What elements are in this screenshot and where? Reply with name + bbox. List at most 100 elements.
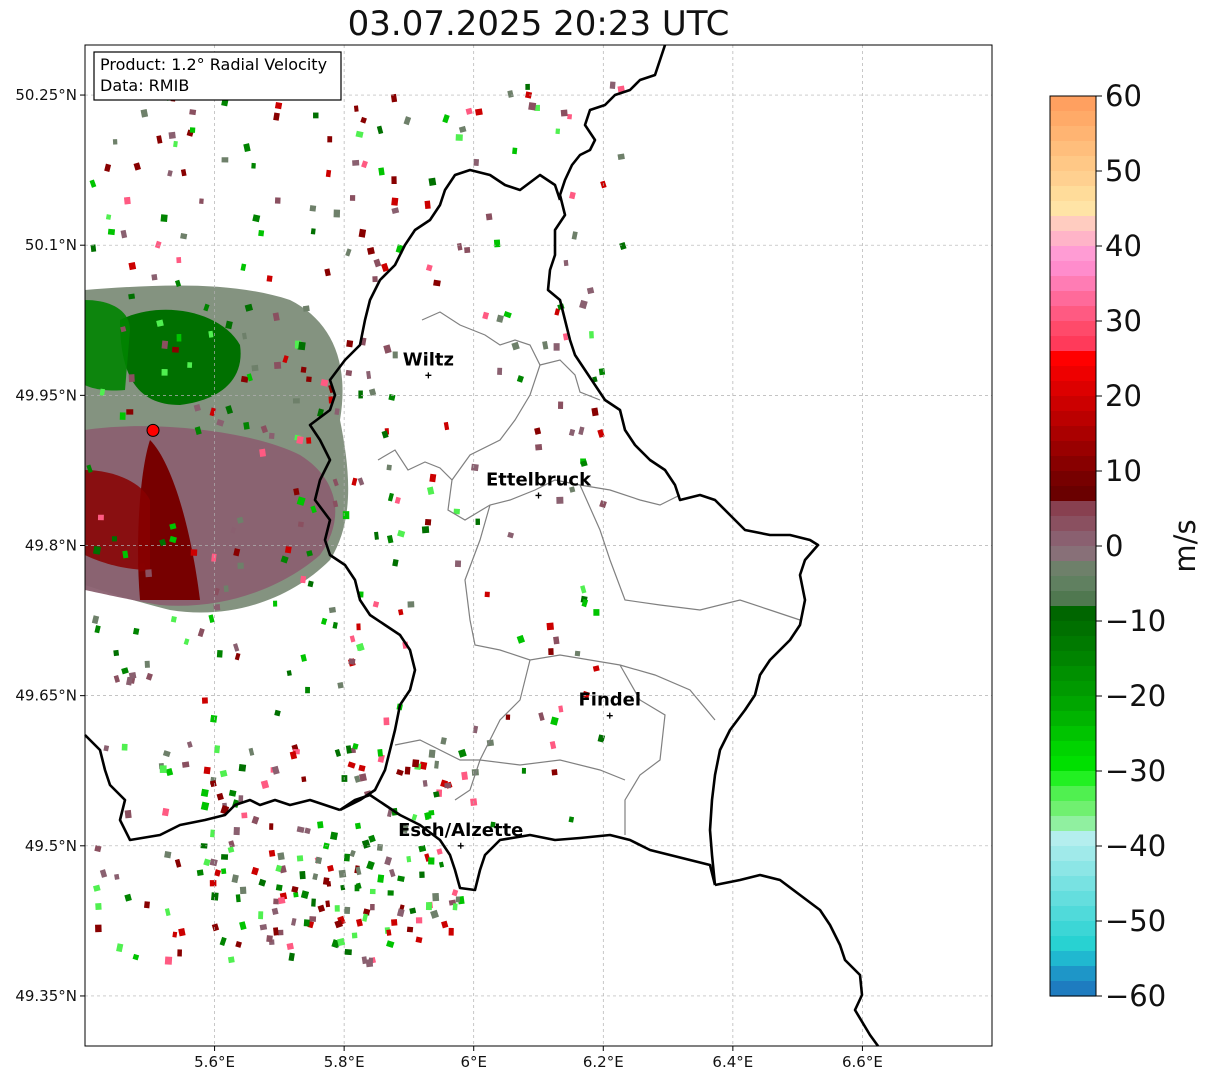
echo-pixel — [542, 340, 549, 350]
echo-pixel — [424, 200, 431, 210]
colorbar-cell — [1050, 981, 1096, 997]
lat-label: 49.35°N — [15, 987, 77, 1005]
colorbar-tick-label: 60 — [1105, 79, 1142, 113]
echo-pixel — [159, 538, 167, 547]
echo-pixel — [560, 109, 568, 117]
echo-pixel — [428, 177, 437, 186]
echo-pixel — [293, 891, 299, 898]
echo-pixel — [315, 856, 323, 865]
colorbar-cell — [1050, 96, 1096, 112]
colorbar-cell — [1050, 681, 1096, 697]
echo-pixel — [362, 908, 371, 916]
echo-pixel — [344, 949, 352, 956]
echo-pixel — [419, 871, 425, 878]
echo-pixel — [465, 107, 473, 115]
echo-pixel — [273, 898, 279, 905]
colorbar-cell — [1050, 621, 1096, 637]
echo-pixel — [128, 374, 135, 383]
echo-pixel — [168, 131, 176, 139]
echo-pixel — [203, 766, 211, 775]
echo-pixel — [383, 717, 390, 726]
echo-pixel — [234, 652, 241, 661]
echo-pixel — [203, 303, 210, 312]
echo-pixel — [516, 634, 526, 644]
echo-pixel — [169, 523, 177, 530]
echo-pixel — [258, 911, 264, 920]
echo-pixel — [236, 516, 244, 524]
echo-pixel — [240, 375, 249, 383]
colorbar-cell — [1050, 126, 1096, 142]
echo-pixel — [386, 464, 392, 471]
echo-pixel — [388, 393, 396, 401]
colorbar-tick-label: −10 — [1105, 604, 1166, 638]
echo-pixel — [528, 102, 537, 111]
echo-pixel — [334, 919, 343, 929]
echo-pixel — [174, 279, 182, 287]
echo-pixel — [219, 936, 227, 946]
echo-pixel — [415, 936, 423, 944]
lon-label: 6.2°E — [583, 1053, 624, 1071]
colorbar-cell — [1050, 531, 1096, 547]
echo-pixel — [312, 873, 319, 881]
echo-pixel — [372, 600, 380, 608]
echo-pixel — [107, 228, 116, 236]
echo-pixel — [246, 373, 253, 382]
echo-pixel — [271, 907, 279, 916]
echo-pixel — [300, 654, 307, 662]
echo-pixel — [352, 743, 359, 750]
echo-pixel — [251, 815, 260, 825]
echo-pixel — [189, 109, 197, 116]
echo-pixel — [209, 407, 216, 417]
echo-pixel — [550, 716, 559, 726]
echo-pixel — [292, 398, 300, 404]
echo-pixel — [169, 535, 177, 544]
echo-pixel — [485, 213, 493, 221]
echo-pixel — [239, 886, 247, 895]
echo-pixel — [209, 858, 218, 867]
echo-pixel — [189, 127, 196, 133]
echo-pixel — [384, 856, 393, 866]
echo-pixel — [227, 956, 235, 964]
lat-label: 50.25°N — [15, 86, 77, 104]
echo-pixel — [124, 893, 132, 902]
longitude-labels: 5.6°E 5.8°E 6°E 6.2°E 6.4°E 6.6°E — [194, 1046, 883, 1071]
colorbar-ticks: 60 50 40 30 20 10 0 −10 −20 −30 −40 −50 −60 — [1096, 79, 1166, 1013]
colorbar-cell — [1050, 456, 1096, 472]
echo-pixel — [181, 761, 190, 768]
echo-pixel — [429, 473, 437, 483]
echo-pixel — [240, 263, 247, 272]
echo-pixel — [433, 279, 441, 287]
echo-pixel — [154, 240, 162, 249]
echo-pixel — [89, 179, 97, 188]
echo-pixel — [282, 355, 289, 364]
echo-pixel — [273, 112, 280, 121]
echo-pixel — [113, 649, 120, 657]
colorbar-tick-label: −20 — [1105, 679, 1166, 713]
city-marker — [457, 842, 464, 849]
echo-pixel — [516, 375, 524, 383]
echo-pixel — [122, 550, 129, 559]
echo-pixel — [332, 500, 339, 508]
echo-pixel — [260, 780, 270, 790]
echo-pixel — [302, 305, 310, 312]
echo-pixel — [369, 888, 376, 895]
colorbar-cell — [1050, 831, 1096, 847]
echo-pixel — [199, 198, 204, 204]
canton-borders — [377, 311, 801, 835]
echo-pixel — [358, 764, 366, 772]
echo-pixel — [176, 334, 182, 342]
echo-pixel — [95, 903, 102, 911]
echo-pixel — [366, 370, 372, 380]
colorbar-cell — [1050, 261, 1096, 277]
city-marker — [425, 372, 432, 379]
echo-pixel — [361, 839, 371, 849]
echo-pixel — [368, 834, 376, 843]
echo-pixel — [334, 408, 340, 416]
echo-pixel — [347, 761, 356, 769]
lat-label: 49.95°N — [15, 386, 77, 404]
echo-pixel — [120, 229, 128, 239]
echo-pixel — [617, 85, 625, 93]
colorbar-cell — [1050, 411, 1096, 427]
echo-pixel — [273, 361, 282, 370]
echo-pixel — [578, 426, 585, 436]
